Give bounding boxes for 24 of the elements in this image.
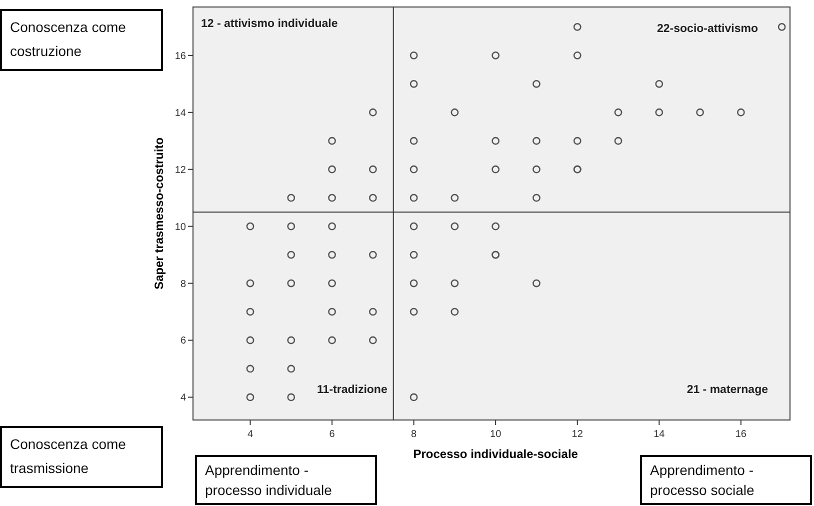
y-tick-label: 12 (174, 164, 186, 176)
x-tick-label: 12 (572, 429, 584, 440)
x-tick-label: 10 (490, 429, 502, 440)
y-tick-label: 14 (174, 108, 186, 119)
x-tick-label: 16 (735, 429, 747, 440)
annotation: 11-tradizione (317, 384, 388, 396)
annotation: 21 - maternage (686, 384, 768, 396)
text: Conoscenza come trasmissione (10, 436, 126, 476)
annotation: 12 - attivismo individuale (201, 18, 338, 30)
y-tick-label: 10 (174, 222, 186, 233)
y-axis-title: Saper trasmesso-costruito (152, 137, 166, 290)
y-tick-label: 16 (174, 50, 186, 62)
y-tick-label: 4 (180, 392, 186, 404)
y-tick-label: 8 (180, 278, 186, 290)
text: Apprendimento - processo sociale (650, 462, 754, 498)
annotation: 22-socio-attivismo (657, 23, 758, 35)
text: Apprendimento - processo individuale (205, 462, 332, 498)
x-tick-label: 8 (411, 429, 418, 440)
y-tick-label: 6 (180, 336, 186, 347)
x-axis-title: Processo individuale-sociale (413, 447, 578, 461)
x-tick-label: 14 (654, 429, 666, 440)
text: Conoscenza come costruzione (10, 19, 126, 59)
x-tick-label: 4 (247, 429, 254, 440)
x-tick-label: 6 (329, 429, 336, 440)
